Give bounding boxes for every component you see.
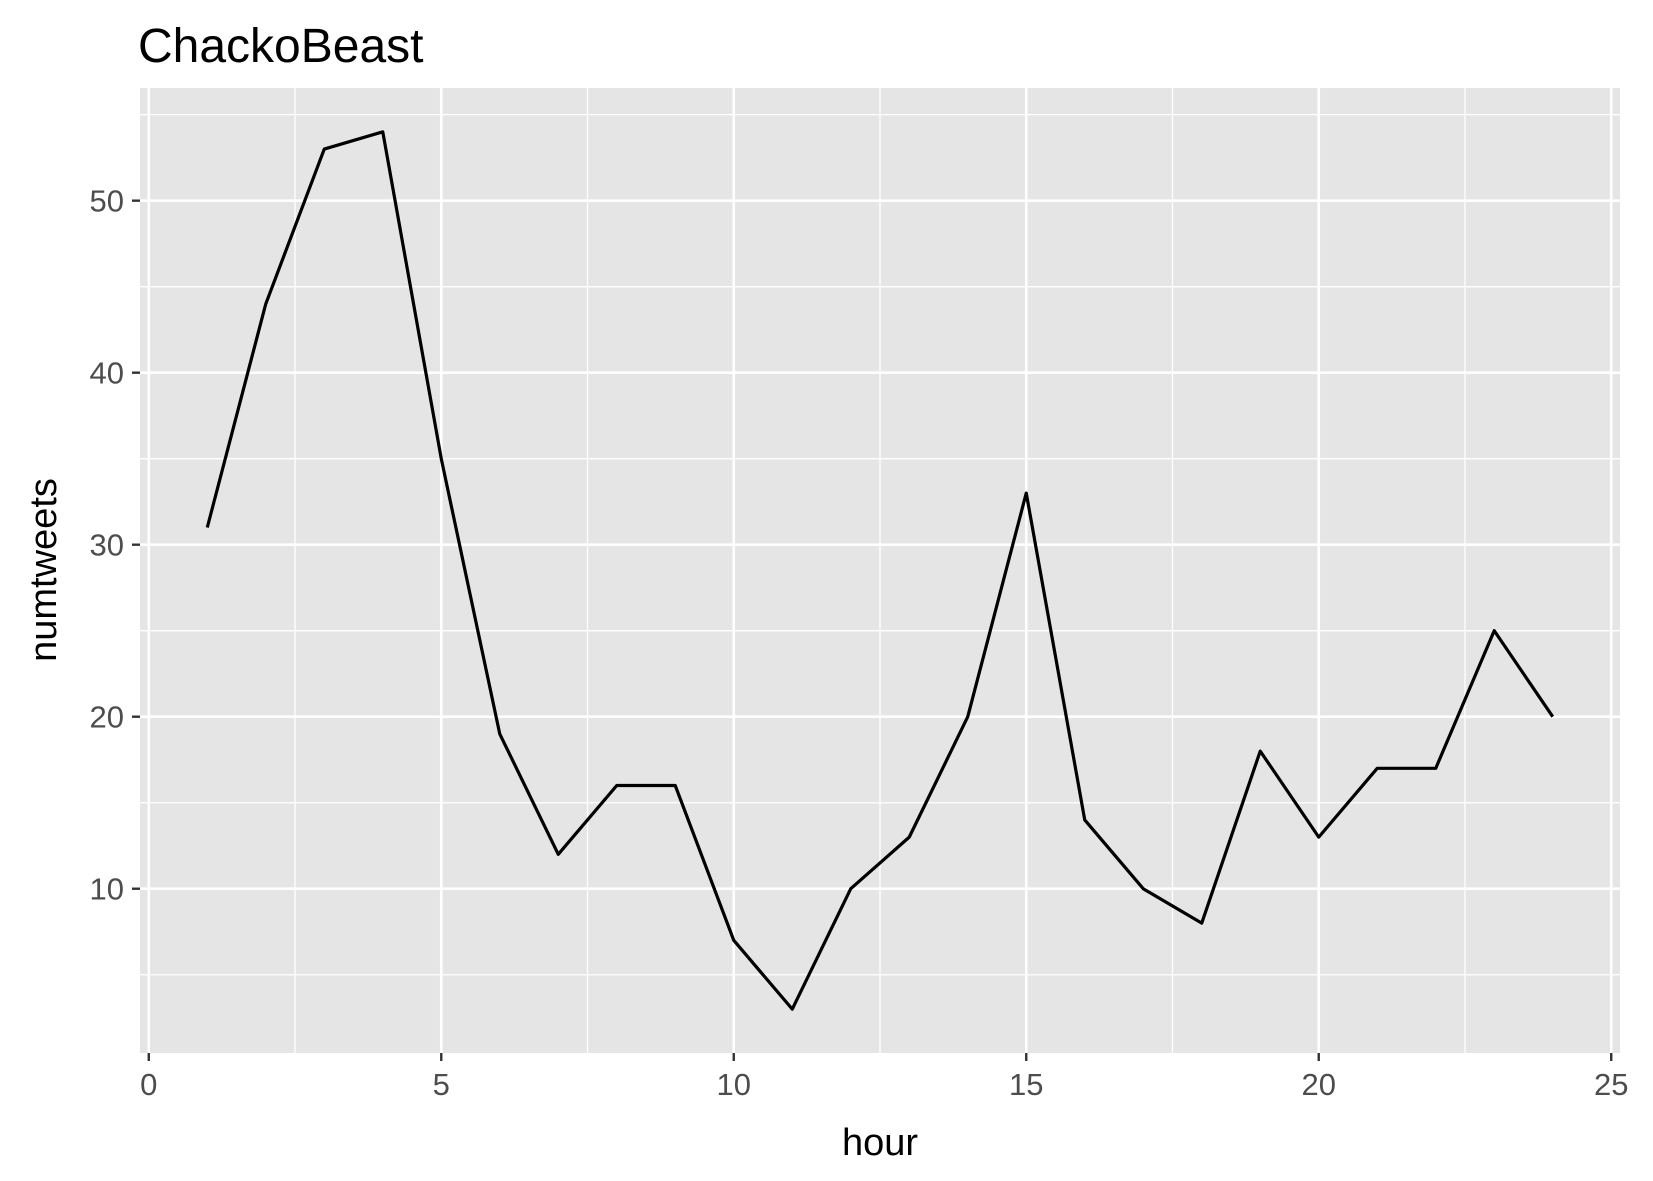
y-tick-label: 40: [90, 356, 124, 391]
x-tick-label: 20: [1301, 1067, 1335, 1102]
x-axis: 0 5 10 15 20 25: [140, 1053, 1628, 1102]
y-axis-title: numtweets: [23, 478, 65, 662]
x-tick-label: 5: [433, 1067, 450, 1102]
major-grid: [140, 88, 1620, 1053]
y-tick-label: 10: [90, 872, 124, 907]
y-tick-label: 20: [90, 700, 124, 735]
chart-title: ChackoBeast: [138, 20, 424, 73]
x-tick-label: 10: [717, 1067, 751, 1102]
series-line-0: [205, 130, 1555, 1011]
y-tick-label: 50: [90, 184, 124, 219]
series-layer: [205, 130, 1555, 1011]
x-tick-label: 0: [140, 1067, 157, 1102]
x-tick-label: 25: [1594, 1067, 1628, 1102]
x-axis-title: hour: [842, 1122, 918, 1164]
minor-grid: [140, 88, 1620, 1053]
y-axis: 10 20 30 40 50: [90, 184, 140, 907]
x-tick-label: 15: [1009, 1067, 1043, 1102]
y-tick-label: 30: [90, 528, 124, 563]
